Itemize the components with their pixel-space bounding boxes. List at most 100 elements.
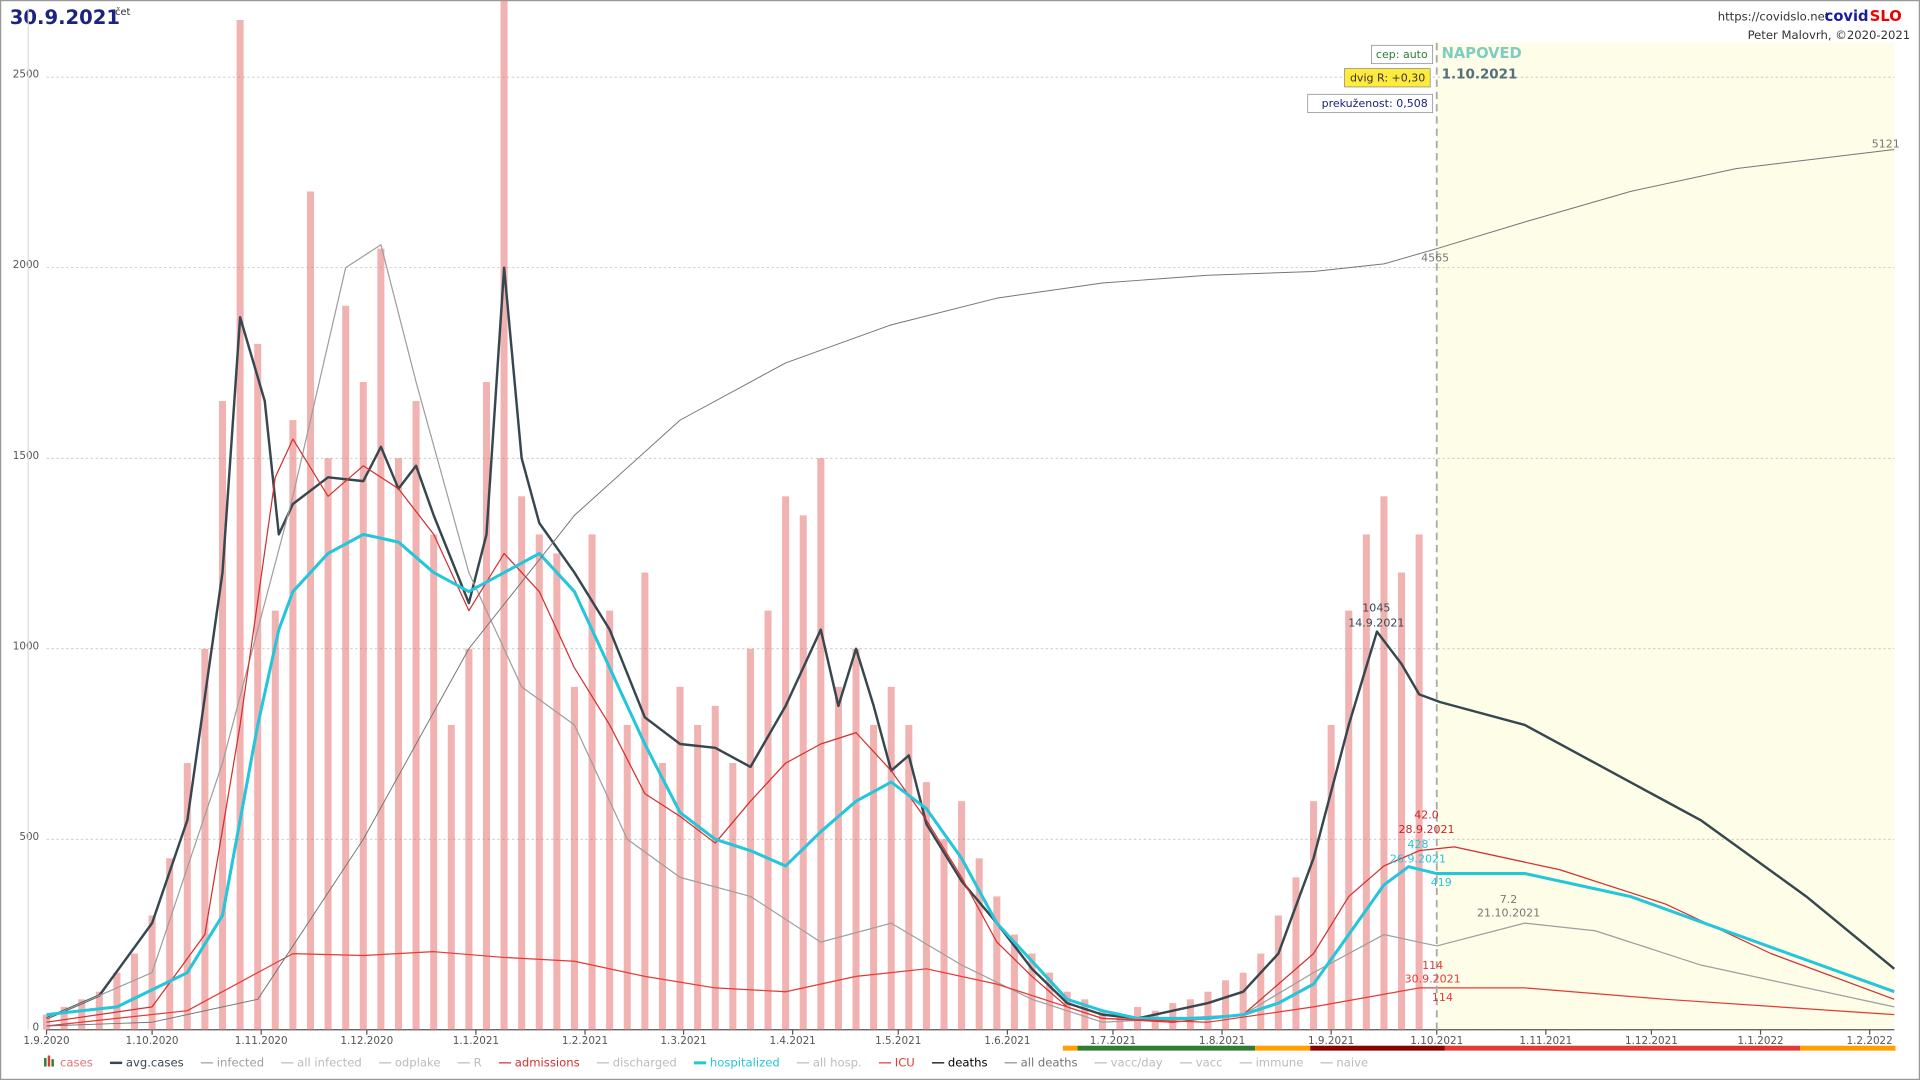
legend-label: deaths bbox=[948, 1055, 988, 1069]
bar bbox=[1310, 801, 1318, 1030]
bar bbox=[940, 839, 948, 1030]
legend-item: vacc bbox=[1179, 1055, 1223, 1069]
line bbox=[46, 244, 1895, 1023]
legend-label: all hosp. bbox=[813, 1055, 862, 1069]
bar bbox=[412, 401, 420, 1030]
bar bbox=[78, 999, 86, 1030]
annotation: 26.9.2021 bbox=[1390, 853, 1446, 866]
bar bbox=[535, 534, 543, 1030]
line bbox=[46, 149, 1895, 1027]
bar bbox=[1257, 953, 1265, 1030]
x-tick-label: 1.11.2021 bbox=[1519, 1035, 1572, 1047]
bar bbox=[746, 648, 754, 1030]
bar bbox=[641, 572, 649, 1030]
legend-item: vacc/day bbox=[1094, 1055, 1163, 1069]
bar bbox=[1380, 496, 1388, 1030]
y-tick-label: 0 bbox=[33, 1021, 40, 1033]
legend-swatch bbox=[51, 1059, 54, 1067]
author: Peter Malovrh, ©2020-2021 bbox=[1748, 28, 1911, 42]
bar bbox=[113, 972, 121, 1030]
legend-item: immune bbox=[1239, 1055, 1303, 1069]
bar bbox=[183, 763, 191, 1030]
bar bbox=[1274, 915, 1282, 1030]
legend-label: odplake bbox=[395, 1055, 441, 1069]
annotation: 1045 bbox=[1362, 602, 1390, 615]
bar bbox=[1081, 999, 1089, 1030]
vacc-strip bbox=[1062, 1045, 1896, 1051]
bar bbox=[606, 610, 614, 1030]
bar bbox=[130, 953, 139, 1030]
box bbox=[1307, 93, 1434, 114]
bar bbox=[201, 648, 209, 1030]
bar bbox=[870, 724, 878, 1030]
legend-swatch bbox=[47, 1055, 51, 1067]
annotation: 28.9.2021 bbox=[1398, 823, 1454, 836]
x-tick-label: 1.9.2020 bbox=[23, 1035, 69, 1047]
x-tick-label: 1.12.2020 bbox=[340, 1035, 393, 1047]
x-tick-label: 1.3.2021 bbox=[660, 1035, 706, 1047]
annotation: 7.2 bbox=[1500, 893, 1518, 906]
x-tick-label: 1.7.2021 bbox=[1090, 1035, 1136, 1047]
annotation: 4565 bbox=[1421, 251, 1449, 264]
bar bbox=[623, 724, 631, 1030]
x-tick-label: 1.8.2021 bbox=[1199, 1035, 1245, 1047]
bar bbox=[1116, 1014, 1124, 1030]
bar bbox=[447, 724, 455, 1030]
legend-label: cases bbox=[60, 1055, 93, 1069]
line bbox=[46, 266, 1896, 1020]
legend-item: odplake bbox=[378, 1055, 441, 1069]
bar bbox=[905, 724, 913, 1030]
bar bbox=[887, 686, 895, 1030]
bar bbox=[1415, 534, 1423, 1030]
x-tick-label: 1.10.2021 bbox=[1410, 1035, 1463, 1047]
brand-b: SLO bbox=[1870, 8, 1902, 25]
legend-item: ICU bbox=[878, 1055, 915, 1069]
legend-label: discharged bbox=[613, 1055, 677, 1069]
bar bbox=[254, 343, 262, 1030]
legend-item: infected bbox=[200, 1055, 264, 1069]
bar bbox=[359, 382, 367, 1030]
bar bbox=[676, 686, 684, 1030]
x-tick-label: 1.11.2020 bbox=[235, 1035, 288, 1047]
bar bbox=[1169, 1003, 1177, 1030]
box bbox=[1371, 44, 1434, 65]
annotation: 30.9.2021 bbox=[1405, 973, 1461, 986]
forecast-region bbox=[1436, 42, 1895, 1030]
legend-label: infected bbox=[217, 1055, 264, 1069]
y-tick-label: 1000 bbox=[13, 640, 39, 652]
legend-label: all infected bbox=[297, 1055, 362, 1069]
bar bbox=[482, 382, 490, 1030]
legend-swatch bbox=[44, 1057, 47, 1067]
bar bbox=[1098, 1010, 1106, 1030]
legend-item: avg.cases bbox=[109, 1055, 184, 1069]
annotation: 14.9.2021 bbox=[1348, 616, 1404, 629]
y-tick-label: 2500 bbox=[13, 69, 39, 81]
x-tick-label: 1.6.2021 bbox=[984, 1035, 1030, 1047]
legend-item: all deaths bbox=[1004, 1055, 1078, 1069]
bar bbox=[1398, 572, 1406, 1030]
line bbox=[46, 438, 1895, 1023]
legend-label: avg.cases bbox=[126, 1055, 184, 1069]
bar bbox=[342, 305, 350, 1030]
bar bbox=[218, 401, 227, 1030]
legend-label: ICU bbox=[895, 1055, 915, 1069]
bar bbox=[570, 686, 578, 1030]
box bbox=[1344, 68, 1431, 88]
legend-label: vacc/day bbox=[1111, 1055, 1163, 1069]
legend-item: hospitalized bbox=[693, 1055, 780, 1069]
legend-label: all deaths bbox=[1021, 1055, 1078, 1069]
box-label: dvig R: +0,30 bbox=[1350, 71, 1425, 84]
bar bbox=[834, 686, 842, 1030]
bar bbox=[1222, 980, 1230, 1030]
bar bbox=[1186, 999, 1194, 1030]
bar bbox=[975, 858, 983, 1030]
bar bbox=[658, 763, 666, 1030]
x-tick-label: 1.2.2022 bbox=[1847, 1035, 1893, 1047]
bar bbox=[324, 458, 332, 1030]
legend-item: admissions bbox=[498, 1055, 580, 1069]
y-tick-label: 500 bbox=[19, 831, 39, 843]
legend-item: cases bbox=[44, 1055, 93, 1069]
legend-label: hospitalized bbox=[710, 1055, 780, 1069]
bar bbox=[694, 724, 702, 1030]
annotation: 42.0 bbox=[1414, 809, 1439, 822]
